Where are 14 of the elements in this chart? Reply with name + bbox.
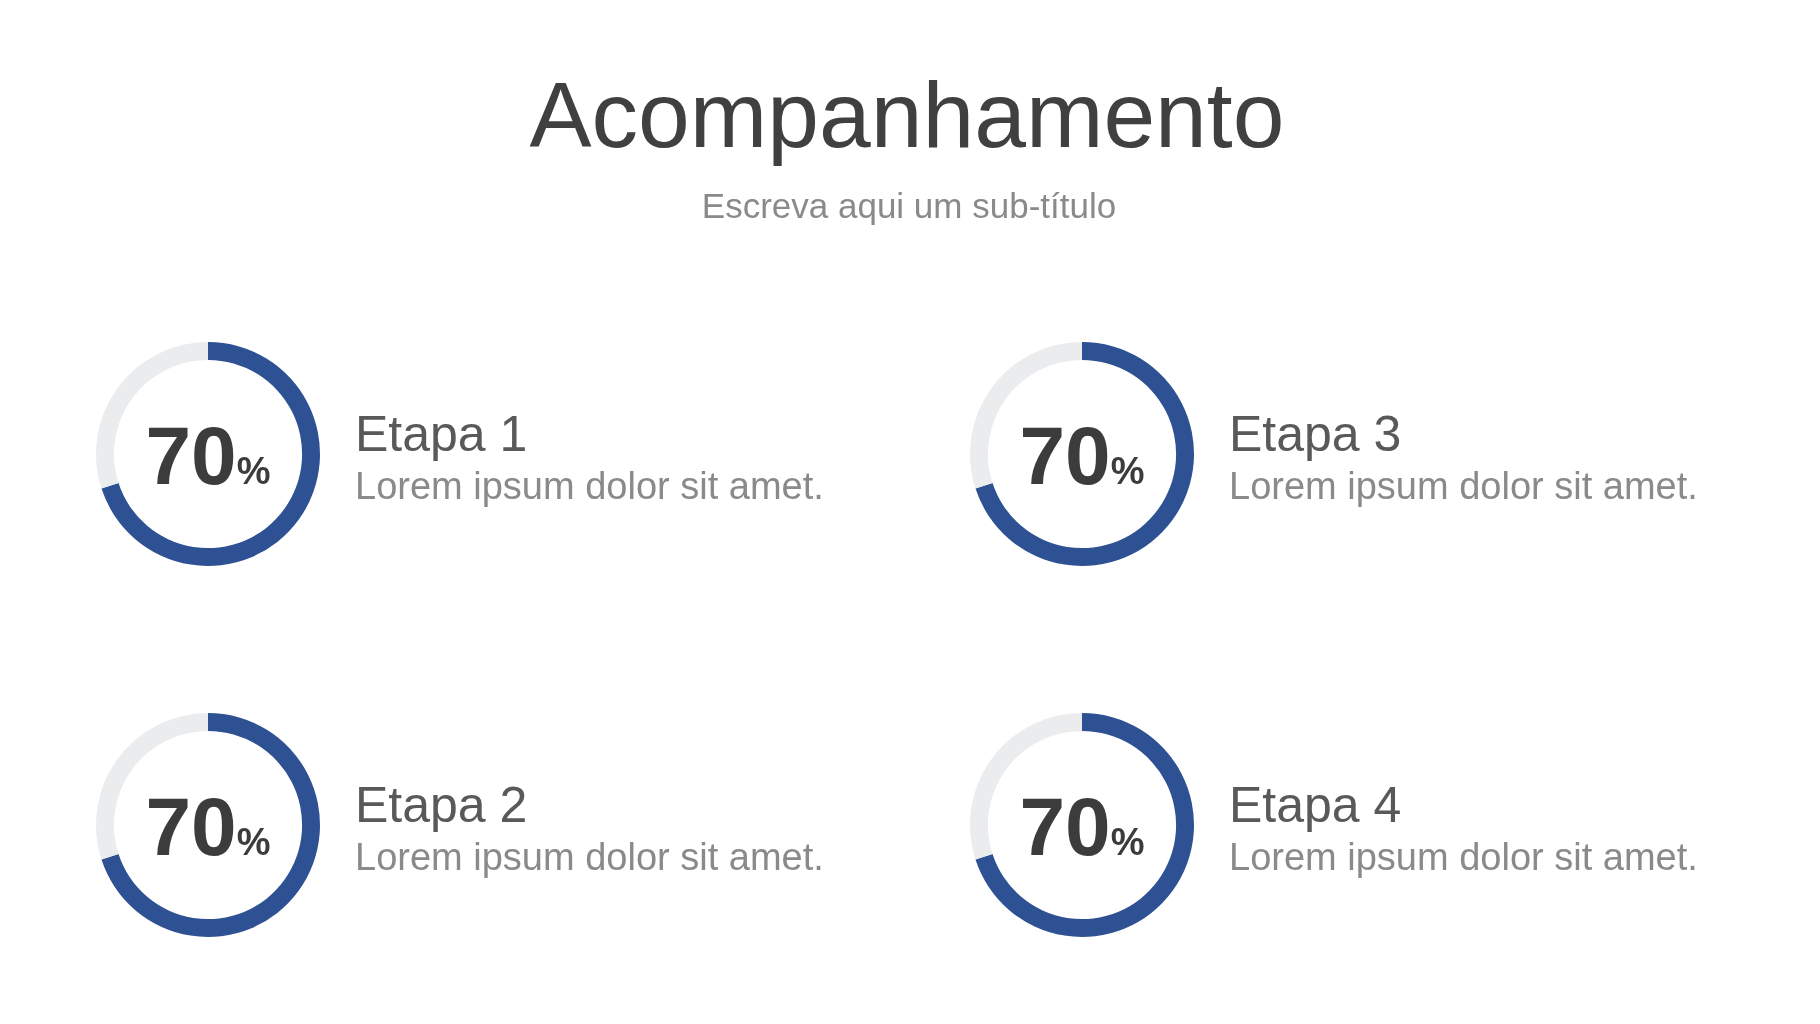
data-label: 70%	[1019, 781, 1145, 872]
text: Etapa 1	[355, 406, 528, 462]
text: Escreva aqui um sub-título	[700, 186, 1118, 225]
data-label: 70%	[145, 410, 271, 501]
data-label: 70%	[1019, 410, 1145, 501]
text: Lorem ipsum dolor sit amet.	[1229, 836, 1698, 878]
text: Lorem ipsum dolor sit amet.	[1229, 465, 1698, 507]
text: Etapa 3	[1229, 406, 1402, 462]
text: Lorem ipsum dolor sit amet.	[355, 465, 824, 507]
text: Etapa 2	[355, 777, 528, 833]
data-label: 70%	[145, 781, 271, 872]
text: Lorem ipsum dolor sit amet.	[355, 836, 824, 878]
text: Etapa 4	[1229, 777, 1402, 833]
text: Acompanhamento	[528, 63, 1286, 167]
